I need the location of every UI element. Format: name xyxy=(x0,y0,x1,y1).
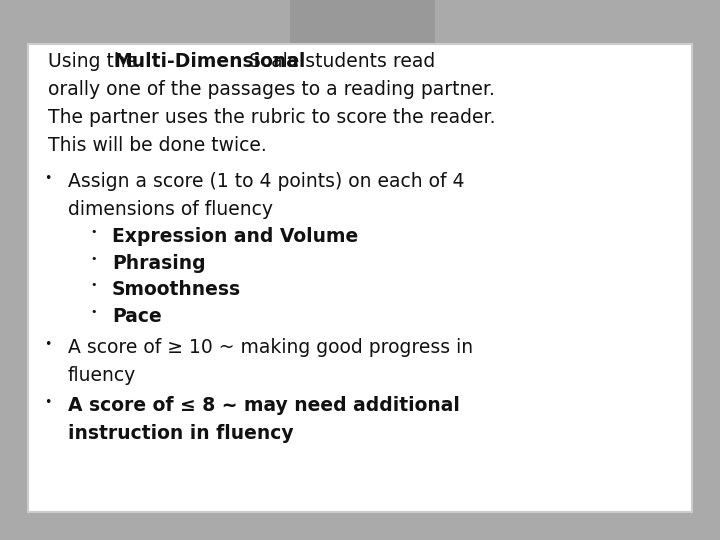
Text: Expression and Volume: Expression and Volume xyxy=(112,227,359,246)
Text: •: • xyxy=(44,396,51,409)
Text: dimensions of fluency: dimensions of fluency xyxy=(68,200,273,219)
Text: Assign a score (1 to 4 points) on each of 4: Assign a score (1 to 4 points) on each o… xyxy=(68,172,464,191)
Text: Using the: Using the xyxy=(48,52,143,71)
Text: Scale students read: Scale students read xyxy=(243,52,436,71)
Bar xyxy=(290,0,435,50)
Text: •: • xyxy=(90,280,96,290)
Text: A score of ≥ 10 ~ making good progress in: A score of ≥ 10 ~ making good progress i… xyxy=(68,338,473,356)
Text: •: • xyxy=(90,227,96,237)
Text: Pace: Pace xyxy=(112,307,162,326)
Text: Multi-Dimensional: Multi-Dimensional xyxy=(113,52,305,71)
Text: •: • xyxy=(44,338,51,350)
Text: This will be done twice.: This will be done twice. xyxy=(48,136,266,155)
Text: Smoothness: Smoothness xyxy=(112,280,241,299)
Text: orally one of the passages to a reading partner.: orally one of the passages to a reading … xyxy=(48,80,495,99)
Text: •: • xyxy=(90,307,96,317)
Text: fluency: fluency xyxy=(68,366,136,384)
Text: The partner uses the rubric to score the reader.: The partner uses the rubric to score the… xyxy=(48,108,495,127)
Text: •: • xyxy=(90,254,96,264)
Text: •: • xyxy=(44,172,51,185)
Text: Phrasing: Phrasing xyxy=(112,254,206,273)
Text: A score of ≤ 8 ~ may need additional: A score of ≤ 8 ~ may need additional xyxy=(68,396,460,415)
FancyBboxPatch shape xyxy=(28,44,692,512)
Text: instruction in fluency: instruction in fluency xyxy=(68,424,294,443)
